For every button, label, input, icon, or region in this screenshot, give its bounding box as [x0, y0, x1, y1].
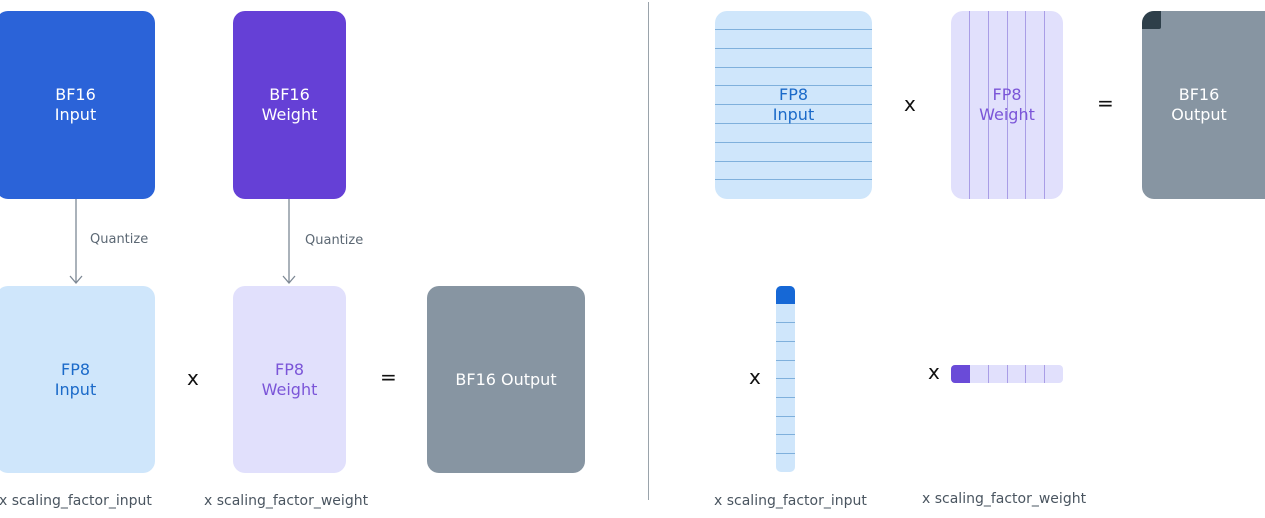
scaling-factor-weight-caption-left: x scaling_factor_weight: [204, 493, 369, 509]
multiply-operator-left: x: [187, 366, 199, 390]
equals-operator-left: =: [380, 365, 397, 389]
bf16-input-block: BF16 Input: [0, 11, 155, 199]
bf16-weight-label: BF16 Weight: [261, 85, 318, 124]
scaling-factor-input-vector: [776, 286, 795, 472]
fp8-input-block-left: FP8 Input: [0, 286, 155, 473]
fp8-weight-column-grid: [951, 11, 1063, 199]
grid-line: [776, 397, 795, 398]
grid-line: [776, 416, 795, 417]
grid-line: [715, 67, 872, 68]
scaling-factor-weight-cell: [951, 365, 970, 383]
quantize-weight-arrow: [282, 199, 296, 284]
multiply-operator-input-scale: x: [749, 365, 761, 389]
grid-line: [1007, 11, 1008, 199]
grid-line: [776, 341, 795, 342]
grid-line: [1044, 11, 1045, 199]
quantize-input-arrow: [69, 199, 83, 284]
multiply-operator-weight-scale: x: [928, 360, 940, 384]
scaling-factor-input-caption-right: x scaling_factor_input: [714, 493, 867, 509]
grid-line: [1044, 365, 1045, 383]
grid-line: [776, 453, 795, 454]
fp8-weight-label-left: FP8 Weight: [261, 359, 318, 399]
quantize-input-label: Quantize: [90, 232, 149, 247]
quantize-weight-label: Quantize: [305, 233, 364, 248]
grid-line: [1025, 11, 1026, 199]
grid-line: [715, 48, 872, 49]
bf16-weight-block: BF16 Weight: [233, 11, 346, 199]
grid-line: [776, 378, 795, 379]
fp8-weight-block-left: FP8 Weight: [233, 286, 346, 473]
fp8-weight-label-right: FP8 Weight: [979, 85, 1035, 124]
grid-line: [969, 11, 970, 199]
grid-line: [715, 29, 872, 30]
grid-line: [1007, 365, 1008, 383]
scaling-factor-input-cell: [776, 286, 795, 304]
fp8-input-label-left: FP8 Input: [54, 359, 97, 399]
bf16-output-block-left: BF16 Output: [427, 286, 585, 473]
grid-line: [715, 179, 872, 180]
fp8-input-block-right: FP8 Input: [715, 11, 872, 199]
equals-operator-right: =: [1097, 91, 1114, 115]
grid-line: [776, 322, 795, 323]
panel-divider: [648, 2, 649, 500]
grid-line: [988, 365, 989, 383]
bf16-output-label-right: BF16 Output: [1171, 85, 1227, 124]
output-corner-cell: [1142, 11, 1161, 29]
scaling-factor-weight-vector: [951, 365, 1063, 383]
grid-line: [988, 11, 989, 199]
grid-line: [715, 142, 872, 143]
grid-line: [715, 85, 872, 86]
grid-line: [776, 434, 795, 435]
multiply-operator-right: x: [904, 92, 916, 116]
bf16-output-block-right: BF16 Output: [1142, 11, 1265, 199]
scaling-factor-input-caption-left: x scaling_factor_input: [0, 493, 152, 509]
grid-line: [715, 123, 872, 124]
bf16-input-label: BF16 Input: [54, 85, 97, 124]
bf16-output-label-left: BF16 Output: [455, 369, 557, 389]
scaling-factor-weight-caption-right: x scaling_factor_weight: [922, 491, 1087, 507]
grid-line: [1025, 365, 1026, 383]
fp8-input-label-right: FP8 Input: [772, 85, 815, 124]
fp8-input-row-grid: [715, 11, 872, 199]
grid-line: [776, 360, 795, 361]
grid-line: [715, 104, 872, 105]
grid-line: [715, 161, 872, 162]
fp8-weight-block-right: FP8 Weight: [951, 11, 1063, 199]
